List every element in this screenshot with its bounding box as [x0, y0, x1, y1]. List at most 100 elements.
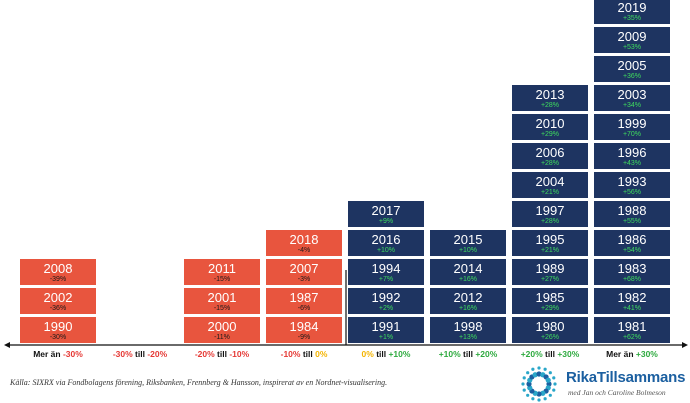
year-box: 2000 -11% [184, 317, 260, 343]
year-label: 1987 [289, 290, 319, 305]
year-return: -30% [49, 334, 67, 341]
year-box: 1980 +26% [512, 317, 588, 343]
sunburst-ray-outer [543, 397, 547, 401]
year-return: -6% [297, 305, 311, 312]
category-label-high: +10% [388, 349, 411, 359]
year-return: +56% [622, 189, 642, 196]
year-return: +41% [622, 305, 642, 312]
sunburst-ray-outer [548, 393, 552, 397]
year-return: +7% [378, 276, 394, 283]
year-label: 2018 [289, 232, 319, 247]
year-box: 1995 +21% [512, 230, 588, 256]
year-return: +55% [622, 218, 642, 225]
year-box: 1997 +28% [512, 201, 588, 227]
year-label: 1991 [371, 319, 401, 334]
year-box: 2018 -4% [266, 230, 342, 256]
year-label: 2005 [617, 58, 647, 73]
year-box: 1987 -6% [266, 288, 342, 314]
year-label: 2010 [535, 116, 565, 131]
year-box: 2006 +28% [512, 143, 588, 169]
year-return: +28% [540, 160, 560, 167]
year-label: 2015 [453, 232, 483, 247]
category-label-high: 0% [315, 349, 328, 359]
sunburst-ray-outer [531, 367, 535, 371]
category-label-connector: till [542, 349, 558, 359]
year-label: 1985 [535, 290, 565, 305]
year-box: 1989 +27% [512, 259, 588, 285]
year-return: +26% [540, 334, 560, 341]
sunburst-ray-outer [537, 398, 541, 402]
category-label: +20% till +30% [508, 349, 592, 359]
category-label-connector: till [373, 349, 389, 359]
year-return: -3% [297, 276, 311, 283]
year-box: 1982 +41% [594, 288, 670, 314]
x-axis-right-arrow [682, 342, 688, 348]
year-label: 1989 [535, 261, 565, 276]
category-label-low: 0% [361, 349, 374, 359]
year-label: 1988 [617, 203, 647, 218]
category-label-low: +10% [438, 349, 461, 359]
year-return: +43% [622, 160, 642, 167]
category-label-prefix: Mer än [33, 349, 63, 359]
sunburst-ray-outer [548, 371, 552, 375]
year-return: +35% [622, 15, 642, 22]
source-note: Källa: SIXRX via Fondbolagens förening, … [10, 378, 388, 387]
year-box: 1981 +62% [594, 317, 670, 343]
year-label: 1990 [43, 319, 73, 334]
year-label: 2007 [289, 261, 319, 276]
year-label: 2006 [535, 145, 565, 160]
year-return: +53% [622, 44, 642, 51]
year-label: 2004 [535, 174, 565, 189]
sunburst-ray-outer [552, 388, 556, 392]
sunburst-ray-outer [522, 376, 526, 380]
year-box: 1984 -9% [266, 317, 342, 343]
year-return: +29% [540, 131, 560, 138]
year-return: +27% [540, 276, 560, 283]
year-box: 2014 +16% [430, 259, 506, 285]
sunburst-ray-outer [521, 382, 525, 386]
category-label-high: -20% [147, 349, 168, 359]
year-return: -9% [297, 334, 311, 341]
sunburst-ray [545, 377, 551, 383]
year-return: -39% [49, 276, 67, 283]
year-label: 1983 [617, 261, 647, 276]
sunburst-ray-outer [531, 397, 535, 401]
brand-sunburst-icon [521, 366, 557, 402]
brand-subtitle: med Jan och Caroline Bolmeson [568, 388, 666, 397]
year-box: 2009 +53% [594, 27, 670, 53]
year-label: 2001 [207, 290, 237, 305]
sunburst-ray-outer [552, 376, 556, 380]
year-label: 2014 [453, 261, 483, 276]
year-return: +54% [622, 247, 642, 254]
year-box: 2017 +9% [348, 201, 424, 227]
year-label: 2000 [207, 319, 237, 334]
category-label-low: +20% [520, 349, 543, 359]
sunburst-ray-outer [522, 388, 526, 392]
sunburst-ray-outer [526, 393, 530, 397]
year-box: 2013 +28% [512, 85, 588, 111]
category-label-prefix: Mer än [606, 349, 636, 359]
category-label: -20% till -10% [180, 349, 264, 359]
year-box: 1988 +55% [594, 201, 670, 227]
year-return: +68% [622, 276, 642, 283]
category-label-high: +20% [475, 349, 498, 359]
category-label: 0% till +10% [344, 349, 428, 359]
year-label: 2002 [43, 290, 73, 305]
year-return: +9% [378, 218, 394, 225]
year-label: 2016 [371, 232, 401, 247]
year-box: 2001 -15% [184, 288, 260, 314]
category-label-low: -10% [280, 349, 301, 359]
year-return: +28% [540, 102, 560, 109]
brand-name: RikaTillsammans [566, 369, 686, 386]
year-return: +21% [540, 247, 560, 254]
year-label: 1992 [371, 290, 401, 305]
category-label-high: +30% [557, 349, 580, 359]
sunburst-ray-outer [537, 366, 541, 370]
year-box: 2004 +21% [512, 172, 588, 198]
year-label: 1980 [535, 319, 565, 334]
category-label-low: -30% [112, 349, 133, 359]
year-label: 1981 [617, 319, 647, 334]
year-box: 2015 +10% [430, 230, 506, 256]
